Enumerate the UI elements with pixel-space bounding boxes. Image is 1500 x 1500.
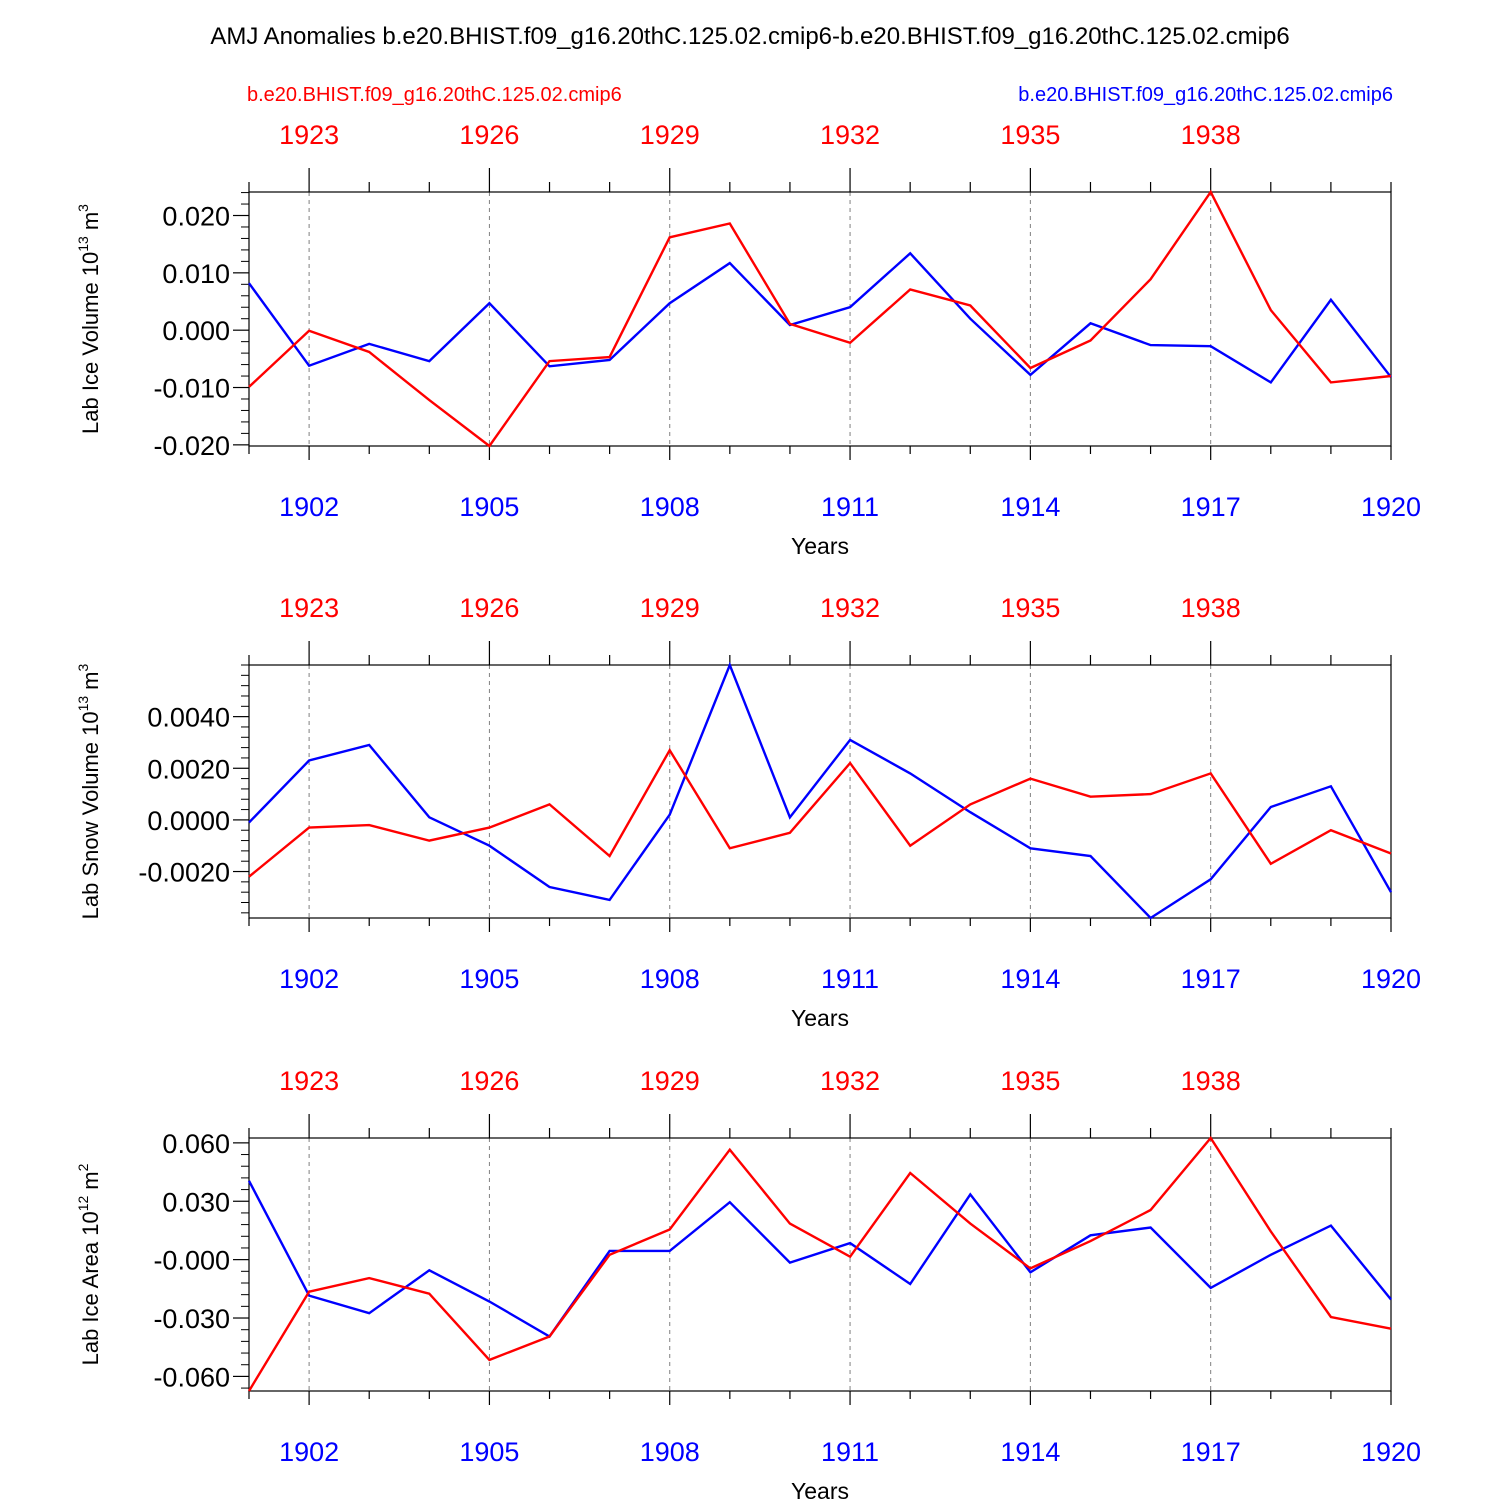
y-axis-label: Lab Ice Volume 1013 m3: [75, 204, 103, 434]
series-line-blue: [248, 251, 1392, 384]
top-tick-label: 1935: [1000, 1066, 1060, 1096]
top-tick-label: 1923: [279, 120, 339, 150]
y-tick-label: 0.0020: [147, 754, 230, 784]
x-tick-label: 1908: [640, 964, 700, 994]
panel-snow-volume: 1902 1905 1908 1911 1914 1917 1920 1923 1926 1929…: [75, 593, 1421, 1031]
top-tick-label: 1932: [820, 120, 880, 150]
y-axis-label-unit: m: [78, 1171, 103, 1189]
y-axis-label: Lab Snow Volume 1013 m3: [75, 663, 103, 919]
x-axis-label: Years: [791, 533, 849, 559]
x-tick-label: 1920: [1361, 1437, 1421, 1467]
top-tick-label: 1932: [820, 1066, 880, 1096]
y-tick-label: 0.0000: [147, 806, 230, 836]
top-tick-label: 1938: [1181, 1066, 1241, 1096]
y-axis-label-unit: m: [78, 671, 103, 689]
series-line-blue: [247, 1180, 1392, 1339]
panel-ice-area: 1902 1905 1908 1911 1914 1917 1920 1923 1926 1929…: [75, 1066, 1421, 1500]
y-axis-label-exp: 13: [75, 236, 91, 252]
x-tick-label: 1914: [1000, 1437, 1060, 1467]
y-axis-label-unit: m: [78, 212, 103, 230]
y-axis-label-unit-exp: 3: [75, 204, 91, 212]
x-tick-label: 1905: [459, 1437, 519, 1467]
y-tick-label: 0.030: [162, 1187, 230, 1217]
x-tick-label: 1902: [279, 964, 339, 994]
series-line-red: [248, 189, 1392, 448]
panel-ice-volume: 1902 1905 1908 1911 1914 1917 1920 1923 1926 1929…: [75, 120, 1421, 559]
top-tick-label: 1929: [640, 593, 700, 623]
x-tick-label: 1914: [1000, 492, 1060, 522]
x-tick-label: 1902: [279, 1437, 339, 1467]
y-tick-label: 0.000: [162, 316, 230, 346]
series-line-blue: [248, 661, 1393, 920]
top-tick-label: 1938: [1181, 120, 1241, 150]
x-tick-label: 1902: [279, 492, 339, 522]
x-tick-label: 1908: [640, 492, 700, 522]
x-tick-label: 1920: [1361, 492, 1421, 522]
top-tick-label: 1938: [1181, 593, 1241, 623]
y-tick-label: -0.010: [153, 374, 230, 404]
x-axis-label: Years: [791, 1005, 849, 1031]
plot-frame: [248, 1137, 1392, 1392]
y-axis-label: Lab Ice Area 1012 m2: [75, 1163, 103, 1365]
plot-frame: [248, 664, 1392, 919]
series-line-red: [248, 747, 1392, 878]
y-tick-label: -0.020: [153, 431, 230, 461]
x-tick-label: 1911: [821, 492, 879, 522]
y-tick-label: -0.0020: [138, 858, 230, 888]
y-axis-label-text: Lab Ice Area 10: [78, 1211, 103, 1365]
series-line-red: [247, 1135, 1392, 1392]
x-axis-label: Years: [791, 1478, 849, 1500]
top-tick-label: 1926: [459, 120, 519, 150]
x-tick-label: 1917: [1181, 492, 1241, 522]
top-tick-label: 1935: [1000, 120, 1060, 150]
x-tick-label: 1917: [1181, 964, 1241, 994]
y-axis-label-exp: 12: [75, 1196, 91, 1212]
x-tick-label: 1920: [1361, 964, 1421, 994]
legend-blue-label: b.e20.BHIST.f09_g16.20thC.125.02.cmip6: [1018, 84, 1393, 106]
x-tick-label: 1917: [1181, 1437, 1241, 1467]
x-tick-label: 1905: [459, 964, 519, 994]
y-tick-label: 0.010: [162, 259, 230, 289]
x-tick-label: 1914: [1000, 964, 1060, 994]
y-axis-label-exp: 13: [75, 696, 91, 712]
top-tick-label: 1929: [640, 1066, 700, 1096]
y-axis-label-unit-exp: 2: [75, 1163, 91, 1171]
y-tick-label: 0.060: [162, 1129, 230, 1159]
plot-frame: [248, 191, 1392, 447]
top-tick-label: 1929: [640, 120, 700, 150]
top-tick-label: 1926: [459, 593, 519, 623]
y-axis-label-text: Lab Snow Volume 10: [78, 711, 103, 919]
top-tick-label: 1923: [279, 1066, 339, 1096]
y-tick-label: -0.030: [153, 1304, 230, 1334]
y-tick-label: 0.020: [162, 202, 230, 232]
figure-title: AMJ Anomalies b.e20.BHIST.f09_g16.20thC.…: [210, 23, 1289, 50]
top-tick-label: 1935: [1000, 593, 1060, 623]
top-tick-label: 1926: [459, 1066, 519, 1096]
top-tick-label: 1923: [279, 593, 339, 623]
y-tick-label: 0.0040: [147, 703, 230, 733]
x-tick-label: 1911: [821, 1437, 879, 1467]
x-tick-label: 1908: [640, 1437, 700, 1467]
y-axis-label-text: Lab Ice Volume 10: [78, 252, 103, 434]
y-tick-label: -0.060: [153, 1362, 230, 1392]
x-tick-label: 1911: [821, 964, 879, 994]
x-tick-label: 1905: [459, 492, 519, 522]
legend-red-label: b.e20.BHIST.f09_g16.20thC.125.02.cmip6: [247, 84, 622, 106]
top-tick-label: 1932: [820, 593, 880, 623]
y-tick-label: -0.000: [153, 1246, 230, 1276]
y-axis-label-unit-exp: 3: [75, 663, 91, 671]
